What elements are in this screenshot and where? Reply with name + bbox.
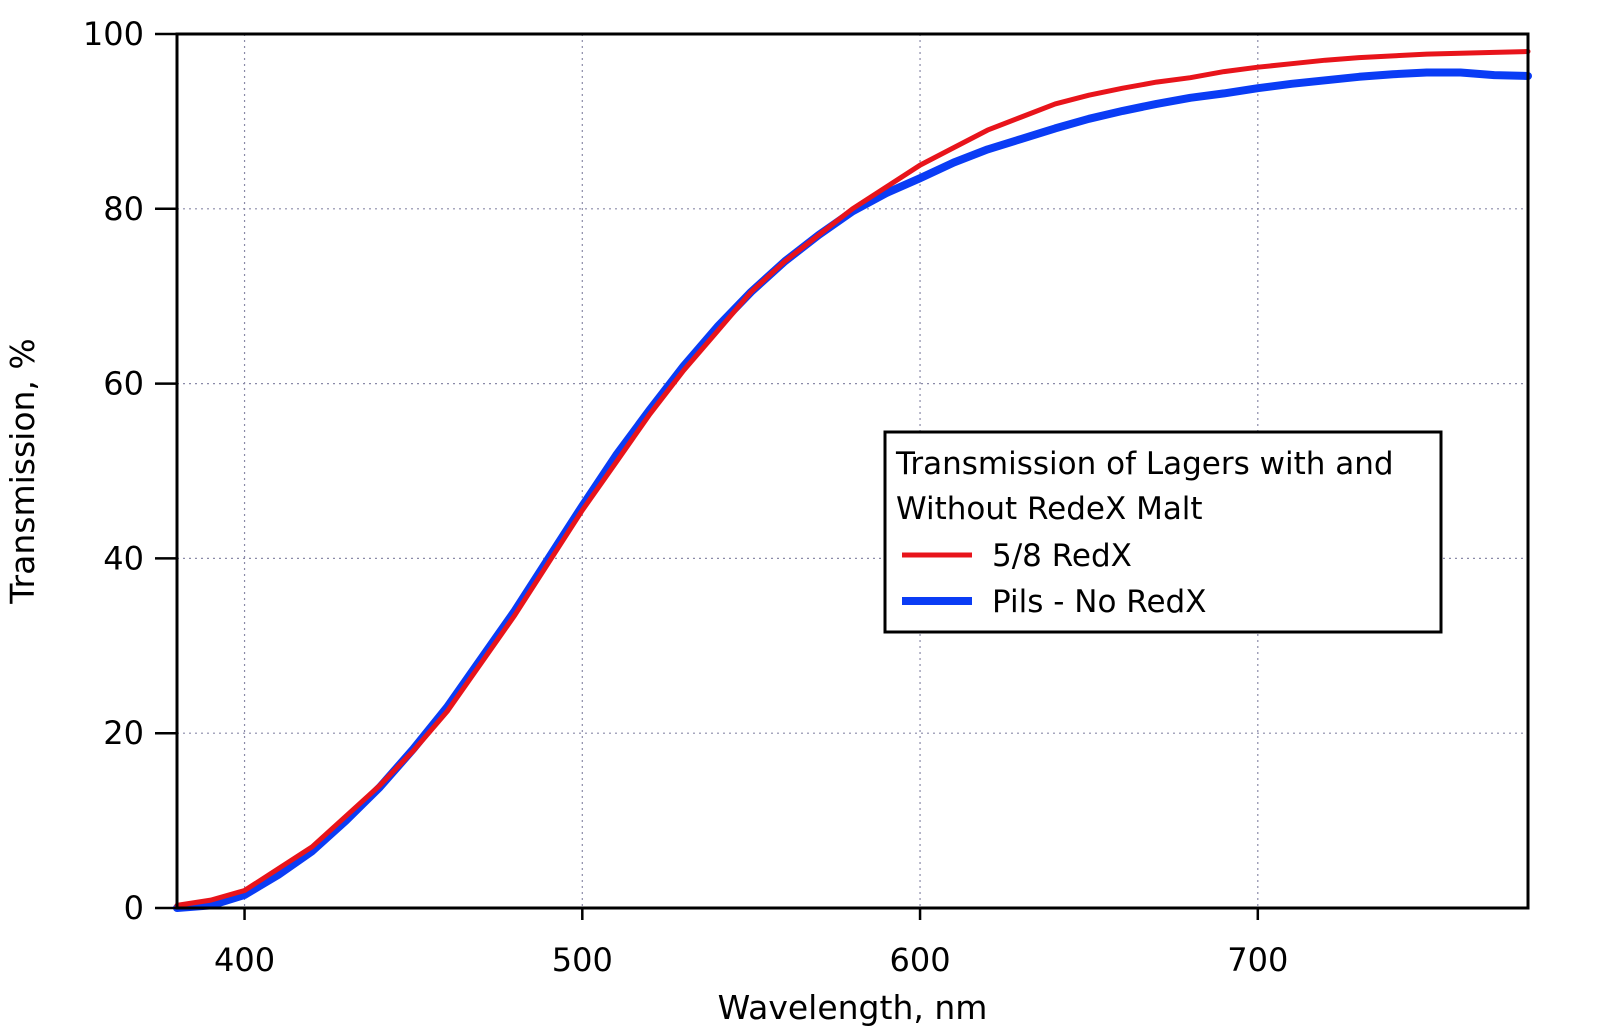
y-tick-label: 20	[103, 714, 144, 752]
legend-title-line-1: Transmission of Lagers with and	[895, 446, 1394, 482]
x-tick-label: 500	[552, 941, 613, 979]
series-line-0	[174, 49, 1531, 908]
x-axis-label: Wavelength, nm	[718, 988, 988, 1027]
y-tick-label: 0	[124, 889, 144, 927]
x-axis: 400 500 600 700	[214, 908, 1288, 979]
series-lines	[173, 49, 1532, 912]
legend-title-line-2: Without RedeX Malt	[896, 491, 1203, 527]
plot-frame	[175, 32, 1530, 910]
legend-box	[883, 430, 1443, 634]
y-axis-label: Transmission, %	[3, 338, 42, 605]
legend-entry-label: Pils - No RedX	[992, 584, 1206, 620]
legend-entry-label: 5/8 RedX	[992, 538, 1132, 574]
y-tick-label: 80	[103, 190, 144, 228]
legend: Transmission of Lagers with and Without …	[883, 430, 1443, 634]
x-tick-label: 700	[1227, 941, 1288, 979]
y-tick-label: 40	[103, 539, 144, 577]
y-axis: 0 20 40 60 80 100	[83, 15, 177, 927]
x-tick-label: 400	[214, 941, 275, 979]
x-tick-label: 600	[890, 941, 951, 979]
y-tick-label: 60	[103, 365, 144, 403]
y-tick-label: 100	[83, 15, 144, 53]
